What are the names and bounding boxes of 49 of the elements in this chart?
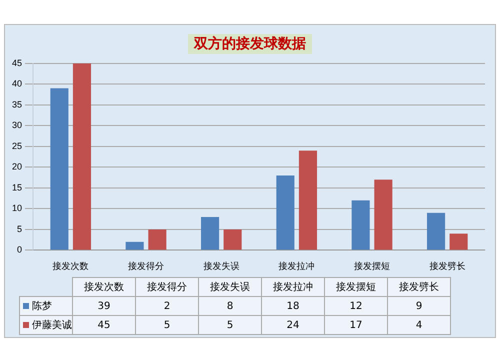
data-label: 5 <box>198 316 262 334</box>
y-tick-label: 15 <box>12 182 22 192</box>
bar <box>426 212 446 250</box>
y-tick-label: 30 <box>12 120 22 130</box>
x-tick-label: 接发劈长 <box>429 261 466 272</box>
x-tick-label: 接发拉冲 <box>278 261 315 272</box>
y-tick-label: 25 <box>12 140 22 151</box>
bar <box>276 175 294 250</box>
y-tick-label: 40 <box>12 78 22 89</box>
data-label: 4 <box>388 316 450 334</box>
data-label: 24 <box>262 316 324 334</box>
bar <box>450 234 468 250</box>
bar <box>72 63 92 250</box>
bar <box>352 200 370 250</box>
data-label: 45 <box>72 316 136 334</box>
y-tick-label: 10 <box>12 203 22 214</box>
x-tick-label: 接发得分 <box>128 261 164 272</box>
chart-title: 双方的接发球数据 <box>188 34 312 54</box>
category-label: 接发摆短 <box>336 282 376 293</box>
bar <box>298 150 318 250</box>
data-label: 2 <box>136 296 198 316</box>
y-tick-label: 0 <box>16 244 22 255</box>
x-tick-label: 接发失误 <box>203 261 240 272</box>
bar <box>50 88 68 250</box>
data-label: 9 <box>388 296 450 316</box>
category-label: 接发得分 <box>147 282 187 293</box>
y-tick-label: 20 <box>12 162 22 172</box>
legend-label: 陈梦 <box>20 296 72 316</box>
category-label: 接发失误 <box>210 282 250 293</box>
legend-label: 伊藤美诚 <box>20 316 72 334</box>
bar <box>148 229 166 250</box>
y-tick-label: 45 <box>12 58 22 68</box>
category-label: 接发次数 <box>84 282 124 293</box>
category-label: 接发拉冲 <box>273 282 313 293</box>
data-label: 5 <box>136 316 198 334</box>
bar <box>201 216 220 250</box>
data-label: 17 <box>324 316 388 334</box>
category-label: 接发劈长 <box>399 282 439 293</box>
data-label: 18 <box>262 296 324 316</box>
x-tick-label: 接发摆短 <box>354 261 390 272</box>
bar <box>374 180 392 250</box>
data-label: 8 <box>198 296 262 316</box>
data-label: 39 <box>72 296 136 316</box>
y-tick-label: 5 <box>16 224 22 234</box>
bar <box>126 242 144 250</box>
x-tick-label: 接发次数 <box>52 261 89 272</box>
y-tick-label: 35 <box>12 99 22 110</box>
data-label: 12 <box>324 296 388 316</box>
bar <box>224 229 242 250</box>
